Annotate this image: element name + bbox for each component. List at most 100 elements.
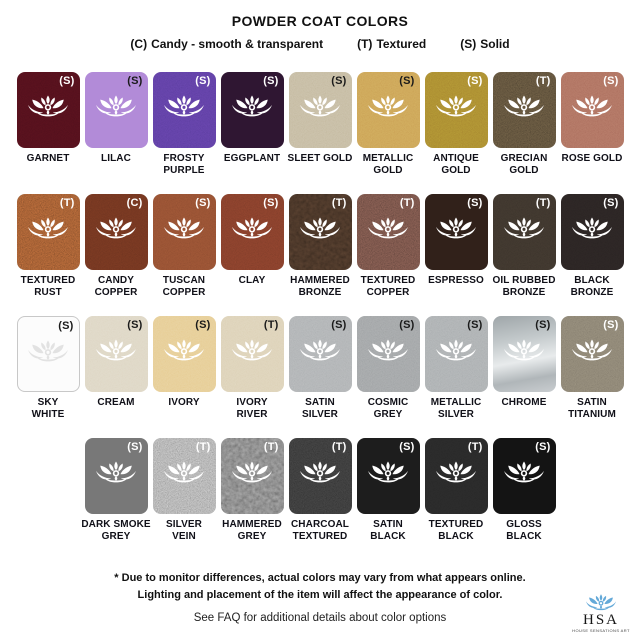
lotus-logo-icon <box>163 339 205 363</box>
legend-item-candy: (C) Candy - smooth & transparent <box>130 37 323 51</box>
swatch-label: CANDY COPPER <box>94 275 138 298</box>
color-swatch: (T) HAMMERED BRONZE <box>288 194 352 299</box>
color-swatch: (S) METALLIC SILVER <box>424 316 488 421</box>
lotus-logo-icon <box>503 217 545 241</box>
finish-code-badge: (T) <box>263 319 279 331</box>
lotus-logo-icon <box>435 217 477 241</box>
swatch-label: TEXTURED RUST <box>20 275 76 298</box>
legend-code: (S) <box>460 37 477 51</box>
color-swatch: (S) SATIN TITANIUM <box>560 316 624 421</box>
finish-code-badge: (S) <box>331 319 347 331</box>
swatch-row: (S) GARNET (S) LILAC (S) FROSTY PURPLE (… <box>0 72 640 177</box>
color-swatch: (S) EGGPLANT <box>220 72 284 177</box>
swatch-label: SATIN SILVER <box>302 397 338 420</box>
swatch-tile: (T) <box>492 194 556 270</box>
finish-code-badge: (S) <box>467 319 483 331</box>
swatch-tile: (S) <box>560 72 624 148</box>
finish-code-badge: (T) <box>331 441 347 453</box>
swatch-tile: (S) <box>560 316 624 392</box>
swatch-label: SKY WHITE <box>31 397 65 420</box>
finish-code-badge: (T) <box>535 75 551 87</box>
swatch-label: METALLIC GOLD <box>362 153 414 176</box>
finish-code-badge: (S) <box>331 75 347 87</box>
color-swatch: (T) CHARCOAL TEXTURED <box>288 438 352 543</box>
finish-code-badge: (S) <box>195 75 211 87</box>
hsa-lotus-icon <box>585 594 617 612</box>
color-swatch: (S) METALLIC GOLD <box>356 72 420 177</box>
swatch-row: (S) DARK SMOKE GREY (T) SILVER VEIN (T) … <box>0 438 640 543</box>
lotus-logo-icon <box>299 217 341 241</box>
finish-code-badge: (S) <box>263 197 279 209</box>
lotus-logo-icon <box>27 217 69 241</box>
swatch-tile: (T) <box>492 72 556 148</box>
lotus-logo-icon <box>231 217 273 241</box>
color-swatch: (T) IVORY RIVER <box>220 316 284 421</box>
lotus-logo-icon <box>231 339 273 363</box>
lotus-logo-icon <box>95 461 137 485</box>
swatch-label: DARK SMOKE GREY <box>81 519 151 542</box>
swatch-label: BLACK BRONZE <box>570 275 614 298</box>
color-swatch: (S) ROSE GOLD <box>560 72 624 177</box>
disclaimer-line-1: * Due to monitor differences, actual col… <box>114 572 526 584</box>
color-swatch: (S) CLAY <box>220 194 284 299</box>
finish-code-badge: (S) <box>399 319 415 331</box>
swatch-label: GLOSS BLACK <box>506 519 542 542</box>
finish-code-badge: (S) <box>127 75 143 87</box>
lotus-logo-icon <box>163 95 205 119</box>
swatch-label: ANTIQUE GOLD <box>433 153 479 176</box>
swatch-label: GARNET <box>26 153 70 164</box>
finish-code-legend: (C) Candy - smooth & transparent (T) Tex… <box>0 37 640 51</box>
lotus-logo-icon <box>503 95 545 119</box>
swatch-row: (S) SKY WHITE (S) CREAM (S) IVORY (T) IV… <box>0 316 640 421</box>
swatch-tile: (S) <box>424 194 488 270</box>
swatch-label: OIL RUBBED BRONZE <box>492 275 556 298</box>
swatch-tile: (S) <box>152 316 216 392</box>
lotus-logo-icon <box>571 217 613 241</box>
color-swatch: (S) IVORY <box>152 316 216 421</box>
swatch-label: SILVER VEIN <box>166 519 202 542</box>
color-swatch: (S) LILAC <box>84 72 148 177</box>
swatch-row: (T) TEXTURED RUST (C) CANDY COPPER (S) T… <box>0 194 640 299</box>
chart-footer: * Due to monitor differences, actual col… <box>0 570 640 624</box>
swatch-tile: (T) <box>220 316 284 392</box>
lotus-logo-icon <box>503 339 545 363</box>
finish-code-badge: (S) <box>399 441 415 453</box>
swatch-grid: (S) GARNET (S) LILAC (S) FROSTY PURPLE (… <box>0 72 640 543</box>
lotus-logo-icon <box>571 339 613 363</box>
swatch-label: HAMMERED GREY <box>222 519 282 542</box>
finish-code-badge: (S) <box>535 441 551 453</box>
lotus-logo-icon <box>435 95 477 119</box>
swatch-label: SLEET GOLD <box>287 153 353 164</box>
hsa-acronym: HSA <box>582 611 619 628</box>
swatch-tile: (T) <box>16 194 80 270</box>
hsa-brand-logo: HSA HOUSE SENSATIONS ART <box>571 594 631 633</box>
lotus-logo-icon <box>27 340 69 364</box>
faq-note: See FAQ for additional details about col… <box>193 612 447 625</box>
legend-label: Solid <box>480 37 510 51</box>
legend-item-textured: (T) Textured <box>357 37 426 51</box>
swatch-label: TEXTURED COPPER <box>360 275 416 298</box>
lotus-logo-icon <box>299 461 341 485</box>
hsa-full-name: HOUSE SENSATIONS ART <box>572 628 630 633</box>
swatch-tile: (S) <box>84 72 148 148</box>
lotus-logo-icon <box>95 217 137 241</box>
disclaimer-line-2: Lighting and placement of the item will … <box>137 589 503 602</box>
finish-code-badge: (S) <box>399 75 415 87</box>
finish-code-badge: (C) <box>126 197 143 209</box>
swatch-tile: (S) <box>356 72 420 148</box>
finish-code-badge: (S) <box>195 319 211 331</box>
swatch-tile: (C) <box>84 194 148 270</box>
finish-code-badge: (T) <box>59 197 75 209</box>
lotus-logo-icon <box>367 339 409 363</box>
color-swatch: (S) CREAM <box>84 316 148 421</box>
swatch-tile: (S) <box>424 72 488 148</box>
color-swatch: (T) TEXTURED BLACK <box>424 438 488 543</box>
color-swatch: (T) GRECIAN GOLD <box>492 72 556 177</box>
finish-code-badge: (S) <box>467 75 483 87</box>
color-swatch: (S) BLACK BRONZE <box>560 194 624 299</box>
swatch-label: CHROME <box>501 397 547 408</box>
swatch-tile: (S) <box>492 438 556 514</box>
swatch-tile: (S) <box>356 316 420 392</box>
lotus-logo-icon <box>95 339 137 363</box>
